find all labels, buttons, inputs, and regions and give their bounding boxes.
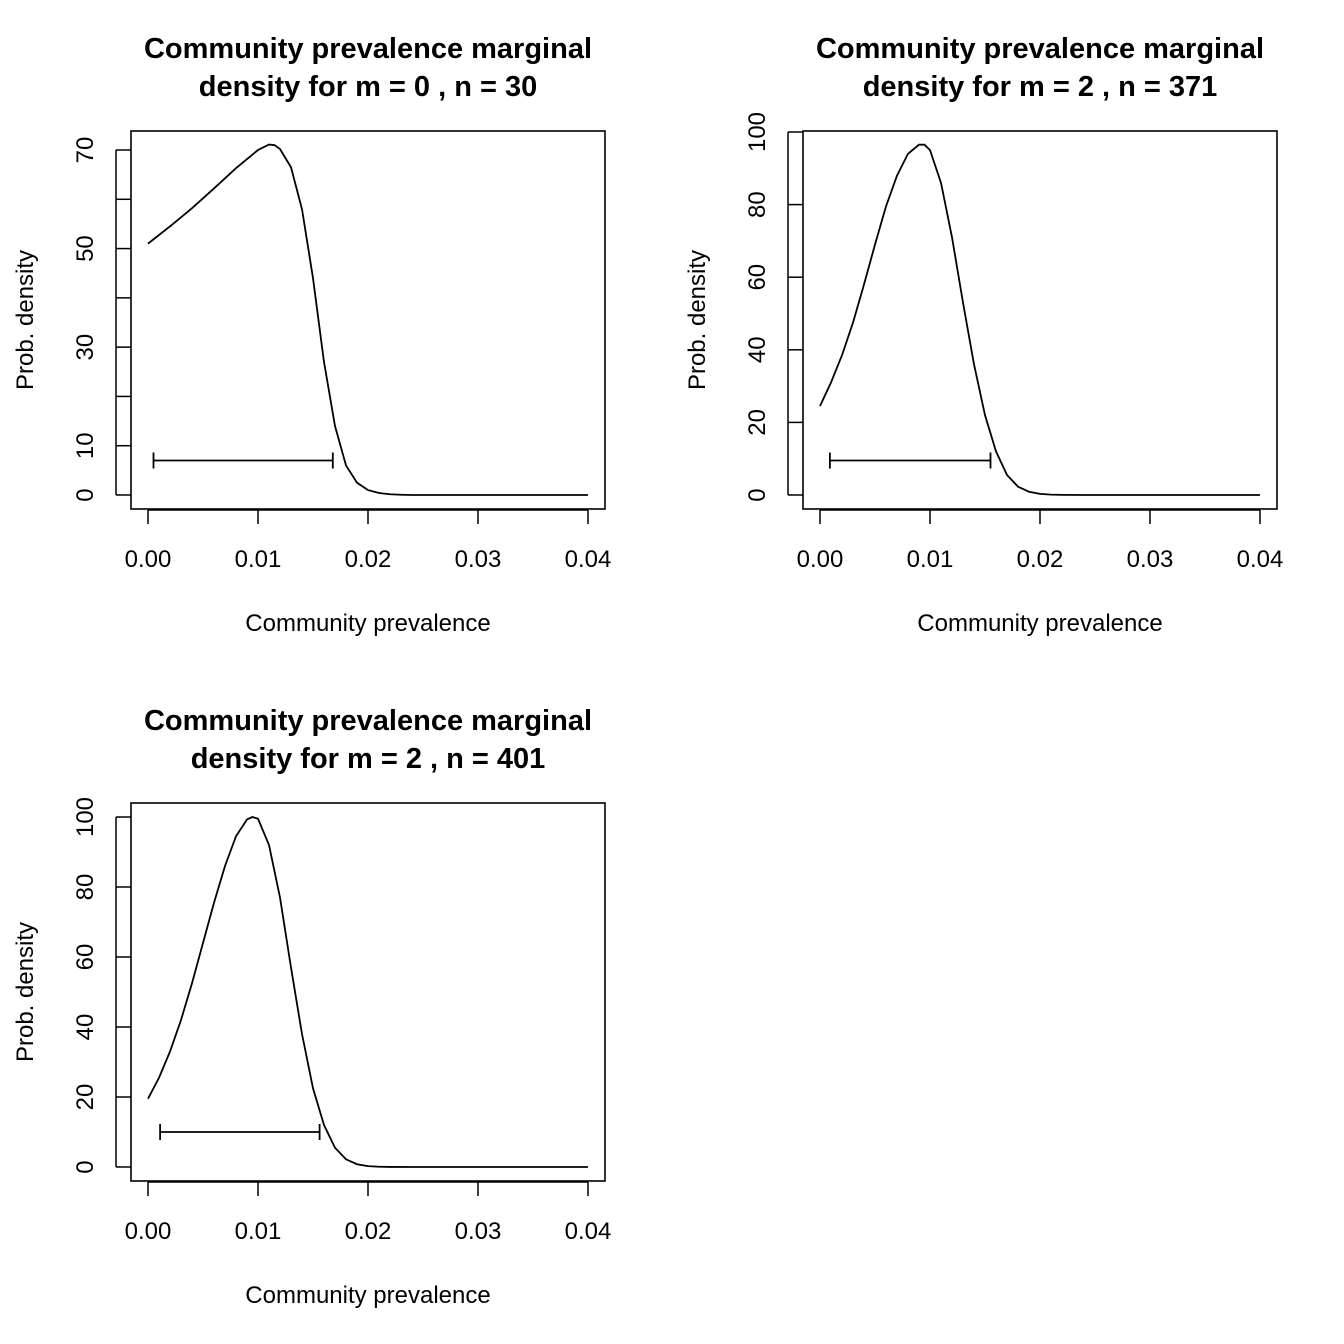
y-tick-label: 20 <box>72 1084 99 1111</box>
x-tick-label: 0.02 <box>1017 546 1064 573</box>
y-axis-label: Prob. density <box>684 250 711 390</box>
chart-title-line-1: Community prevalence marginal <box>144 33 592 65</box>
x-tick-label: 0.02 <box>345 546 392 573</box>
y-tick-label: 30 <box>72 334 99 361</box>
x-tick-label: 0.04 <box>1237 546 1284 573</box>
x-tick-label: 0.03 <box>455 1218 502 1245</box>
chart-panel-3: Community prevalence marginal density for… <box>12 705 611 1309</box>
x-tick-label: 0.01 <box>907 546 954 573</box>
y-tick-label: 100 <box>72 797 99 837</box>
chart-title-line-1: Community prevalence marginal <box>144 705 592 737</box>
y-tick-label: 10 <box>72 432 99 459</box>
density-curve <box>147 816 588 1168</box>
chart-panel-1: Community prevalence marginal density for… <box>12 33 611 637</box>
chart-title-line-2: density for m = 0 , n = 30 <box>199 71 537 103</box>
x-tick-label: 0.01 <box>235 546 282 573</box>
plot-frame <box>130 130 606 510</box>
y-tick-label: 60 <box>744 264 771 291</box>
y-tick-label: 60 <box>72 944 99 971</box>
y-tick-label: 100 <box>744 112 771 152</box>
x-tick-label: 0.04 <box>565 546 612 573</box>
y-tick-label: 0 <box>72 488 99 501</box>
x-tick-label: 0.00 <box>125 1218 172 1245</box>
y-tick-label: 80 <box>72 874 99 901</box>
y-tick-label: 50 <box>72 235 99 262</box>
x-tick-label: 0.04 <box>565 1218 612 1245</box>
y-tick-label: 70 <box>72 137 99 164</box>
x-tick-label: 0.03 <box>455 546 502 573</box>
chart-title-line-2: density for m = 2 , n = 371 <box>863 71 1218 103</box>
plot-frame <box>130 802 606 1182</box>
y-axis-label: Prob. density <box>12 250 39 390</box>
x-tick-label: 0.03 <box>1127 546 1174 573</box>
x-tick-label: 0.00 <box>125 546 172 573</box>
x-axis-label: Community prevalence <box>917 610 1162 637</box>
y-tick-label: 80 <box>744 191 771 218</box>
chart-title-line-2: density for m = 2 , n = 401 <box>191 743 546 775</box>
x-tick-label: 0.01 <box>235 1218 282 1245</box>
density-curve <box>147 143 588 496</box>
y-tick-label: 0 <box>72 1160 99 1173</box>
x-axis-label: Community prevalence <box>245 610 490 637</box>
x-tick-label: 0.00 <box>797 546 844 573</box>
y-tick-label: 40 <box>72 1014 99 1041</box>
x-tick-label: 0.02 <box>345 1218 392 1245</box>
y-tick-label: 40 <box>744 336 771 363</box>
chart-title-line-1: Community prevalence marginal <box>816 33 1264 65</box>
density-curve <box>819 143 1260 496</box>
y-tick-label: 20 <box>744 409 771 436</box>
x-axis-label: Community prevalence <box>245 1282 490 1309</box>
plot-frame <box>802 130 1278 510</box>
y-axis-label: Prob. density <box>12 922 39 1062</box>
chart-panel-2: Community prevalence marginal density for… <box>684 33 1283 637</box>
y-tick-label: 0 <box>744 488 771 501</box>
